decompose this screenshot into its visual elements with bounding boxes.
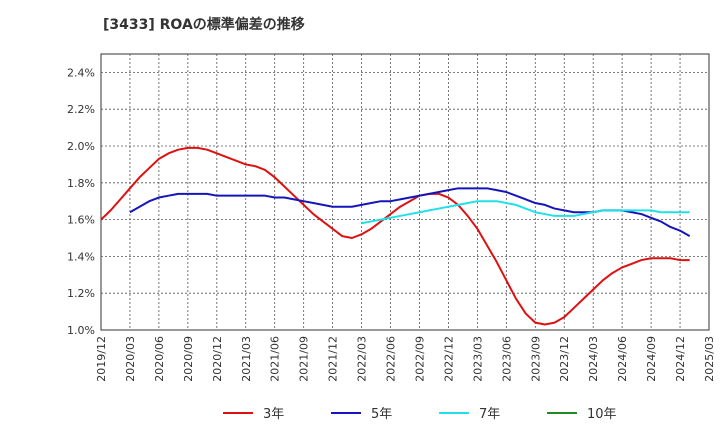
chart-title: [3433] ROAの標準偏差の推移 [103, 17, 305, 33]
x-tick-label: 2020/09 [182, 336, 195, 382]
series-lines [100, 146, 691, 326]
y-tick-label: 2.4% [67, 66, 95, 79]
x-tick-label: 2019/12 [95, 336, 108, 382]
x-tick-label: 2021/06 [269, 336, 282, 382]
x-tick-label: 2025/03 [703, 336, 716, 382]
y-tick-label: 1.8% [67, 177, 95, 190]
x-tick-label: 2022/06 [385, 336, 398, 382]
legend: 3年 5年 7年 10年 [223, 407, 617, 422]
x-tick-label: 2024/03 [587, 336, 600, 382]
y-tick-label: 1.4% [67, 250, 95, 263]
x-tick-label: 2023/03 [471, 336, 484, 382]
x-tick-label: 2021/03 [240, 336, 253, 382]
x-tick-label: 2022/03 [356, 336, 369, 382]
x-tick-label: 2023/12 [558, 336, 571, 382]
x-tick-label: 2020/12 [211, 336, 224, 382]
x-tick-label: 2020/03 [124, 336, 137, 382]
y-tick-label: 2.0% [67, 140, 95, 153]
y-tick-label: 1.6% [67, 214, 95, 227]
x-tick-label: 2024/06 [616, 336, 629, 382]
x-tick-label: 2023/06 [500, 336, 513, 382]
plot-area [100, 53, 710, 331]
legend-label: 7年 [479, 407, 500, 422]
series-line-7年 [361, 200, 690, 225]
legend-label: 10年 [587, 407, 617, 422]
x-tick-label: 2020/06 [153, 336, 166, 382]
grid-lines [101, 54, 709, 330]
series-line-3年 [100, 146, 690, 326]
x-tick-label: 2022/09 [413, 336, 426, 382]
x-tick-label: 2024/09 [645, 336, 658, 382]
y-tick-label: 1.0% [67, 324, 95, 337]
x-tick-label: 2021/09 [298, 336, 311, 382]
legend-label: 5年 [371, 407, 392, 422]
x-tick-label: 2021/12 [327, 336, 340, 382]
y-tick-label: 1.2% [67, 287, 95, 300]
x-tick-label: 2024/12 [674, 336, 687, 382]
x-tick-label: 2023/09 [529, 336, 542, 382]
y-axis-ticks: 1.0% 1.2% 1.4% 1.6% 1.8% 2.0% 2.2% 2.4% [67, 66, 95, 337]
x-tick-label: 2022/12 [442, 336, 455, 382]
y-tick-label: 2.2% [67, 103, 95, 116]
x-axis-ticks: 2019/12 2020/03 2020/06 2020/09 2020/12 2021/… [95, 336, 716, 382]
legend-label: 3年 [263, 407, 284, 422]
